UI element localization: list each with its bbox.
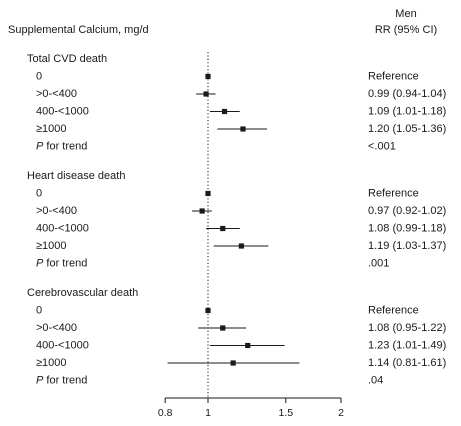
point-estimate-marker <box>230 360 236 366</box>
forest-row: 0 Reference <box>36 304 419 316</box>
column-header-rr: RR (95% CI) <box>375 24 437 36</box>
trend-row: P for trend <.001 <box>36 140 396 152</box>
row-label: 0 <box>36 187 42 199</box>
rr-value: 0.97 (0.92-1.02) <box>368 205 446 217</box>
row-label: ≥1000 <box>36 240 67 252</box>
group-1: Heart disease death 0 Reference >0-<400 0.97… <box>27 170 446 270</box>
row-label: >0-<400 <box>36 88 77 100</box>
row-label: >0-<400 <box>36 205 77 217</box>
rr-value: 1.14 (0.81-1.61) <box>368 357 446 369</box>
row-label: ≥1000 <box>36 123 67 135</box>
trend-p-value: <.001 <box>368 140 396 152</box>
trend-label: P for trend <box>36 257 87 269</box>
trend-p-value: .001 <box>368 257 389 269</box>
row-label: >0-<400 <box>36 322 77 334</box>
trend-row: P for trend .001 <box>36 257 389 269</box>
point-estimate-marker <box>220 325 226 331</box>
point-estimate-marker <box>240 126 246 132</box>
group-title: Cerebrovascular death <box>27 287 138 299</box>
point-estimate-marker <box>220 225 226 232</box>
forest-row: 400-<1000 1.08 (0.99-1.18) <box>36 222 446 234</box>
trend-p-value: .04 <box>368 374 383 386</box>
trend-label: P for trend <box>36 140 87 152</box>
rr-value: 1.08 (0.99-1.18) <box>368 222 446 234</box>
rr-value: Reference <box>368 70 419 82</box>
rr-value: 1.09 (1.01-1.18) <box>368 105 446 117</box>
row-label: 400-<1000 <box>36 339 89 351</box>
forest-row: 0 Reference <box>36 70 419 82</box>
row-label: 400-<1000 <box>36 105 89 117</box>
row-header: Supplemental Calcium, mg/d <box>8 24 149 36</box>
x-axis: 0.8 1 1.5 2 <box>158 52 344 419</box>
tick-label: 1 <box>205 407 211 419</box>
point-estimate-marker <box>205 190 211 197</box>
rr-value: 1.20 (1.05-1.36) <box>368 123 446 135</box>
point-estimate-marker <box>238 243 244 249</box>
tick-label: 2 <box>338 407 344 419</box>
column-header-group: Men <box>395 8 416 20</box>
group-title: Total CVD death <box>27 53 107 65</box>
forest-row: 400-<1000 1.23 (1.01-1.49) <box>36 339 446 351</box>
group-2: Cerebrovascular death 0 Reference >0-<400 1.… <box>27 287 446 387</box>
point-estimate-marker <box>221 108 228 115</box>
point-estimate-marker <box>203 91 209 97</box>
forest-row: >0-<400 0.99 (0.94-1.04) <box>36 88 446 100</box>
rr-value: Reference <box>368 187 419 199</box>
trend-row: P for trend .04 <box>36 374 383 386</box>
trend-label: P for trend <box>36 374 87 386</box>
rr-value: Reference <box>368 304 419 316</box>
rr-value: 1.19 (1.03-1.37) <box>368 240 446 252</box>
column-headers: Supplemental Calcium, mg/d Men RR (95% CI) <box>8 8 437 36</box>
rr-value: 0.99 (0.94-1.04) <box>368 88 446 100</box>
forest-row: >0-<400 1.08 (0.95-1.22) <box>36 322 446 334</box>
forest-row: >0-<400 0.97 (0.92-1.02) <box>36 205 446 217</box>
forest-rows: Total CVD death 0 Reference >0-<400 0.99 (0.… <box>27 53 446 387</box>
point-estimate-marker <box>199 208 205 214</box>
forest-row: 400-<1000 1.09 (1.01-1.18) <box>36 105 446 117</box>
forest-row: 0 Reference <box>36 187 419 199</box>
group-title: Heart disease death <box>27 170 125 182</box>
row-label: 400-<1000 <box>36 222 89 234</box>
group-0: Total CVD death 0 Reference >0-<400 0.99 (0.… <box>27 53 446 153</box>
forest-row: ≥1000 1.20 (1.05-1.36) <box>36 123 446 135</box>
point-estimate-marker <box>245 342 251 349</box>
row-label: ≥1000 <box>36 357 67 369</box>
rr-value: 1.08 (0.95-1.22) <box>368 322 446 334</box>
row-label: 0 <box>36 304 42 316</box>
row-label: 0 <box>36 70 42 82</box>
forest-row: ≥1000 1.14 (0.81-1.61) <box>36 357 446 369</box>
tick-label: 0.8 <box>158 407 173 419</box>
forest-row: ≥1000 1.19 (1.03-1.37) <box>36 240 446 252</box>
tick-label: 1.5 <box>278 407 293 419</box>
rr-value: 1.23 (1.01-1.49) <box>368 339 446 351</box>
